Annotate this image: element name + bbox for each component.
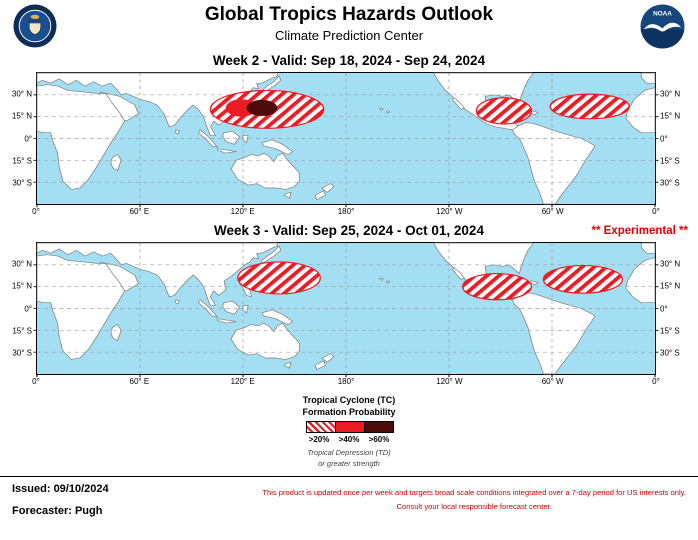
lat-label: 30° N — [660, 89, 681, 99]
hazard-area-p60 — [246, 99, 278, 116]
forecaster-name: Forecaster: Pugh — [12, 505, 103, 518]
hazard-area-p20 — [237, 261, 321, 295]
lat-axis-right-week2: 30° N 15° N 0° 15° S 30° S — [659, 72, 695, 205]
hazard-layer-week3 — [237, 261, 624, 301]
legend-title-line2: Formation Probability — [302, 406, 396, 417]
lat-label: 30° S — [12, 178, 32, 188]
noaa-sea — [640, 29, 685, 49]
world-map-week2 — [33, 72, 659, 208]
disclaimer-line1: This product is updated once per week an… — [262, 488, 686, 498]
legend-swatch-gt60 — [363, 421, 394, 434]
page-subtitle: Climate Prediction Center — [274, 28, 424, 43]
lat-label: 0° — [660, 304, 668, 313]
seal-shield-chief — [29, 20, 41, 24]
legend: Tropical Cyclone (TC) Formation Probabil… — [0, 395, 698, 469]
lat-label: 15° S — [660, 156, 680, 166]
lon-axis-week2: 0° 60° E 120° E 180° 120° W 60° W 0° — [0, 205, 698, 220]
lon-label: 60° E — [129, 377, 150, 386]
lon-label: 120° W — [436, 207, 463, 216]
page-title: Global Tropics Hazards Outlook — [204, 4, 494, 25]
map-frame-week3 — [33, 242, 659, 378]
legend-label-gt20: >20% — [308, 435, 330, 445]
seal-eagle-icon — [30, 14, 40, 20]
lat-label: 15° N — [660, 111, 681, 121]
lon-axis-week3: 0° 60° E 120° E 180° 120° W 60° W 0° — [0, 375, 698, 390]
commerce-seal — [13, 4, 57, 48]
noaa-logo: NOAA — [640, 4, 685, 49]
lat-label: 15° N — [11, 111, 32, 121]
week3-heading-row: Week 3 - Valid: Sep 25, 2024 - Oct 01, 2… — [0, 223, 698, 242]
title-block: Global Tropics Hazards Outlook Climate P… — [0, 4, 698, 43]
lat-label: 30° N — [11, 89, 32, 99]
week2-map-block: 30° N 15° N 0° 15° S 30° S 30° N 15° N 0… — [0, 72, 698, 208]
legend-label-gt40: >40% — [338, 435, 360, 445]
world-map-week3 — [33, 242, 659, 378]
hazard-area-p20 — [462, 272, 533, 301]
week2-heading-row: Week 2 - Valid: Sep 18, 2024 - Sep 24, 2… — [0, 53, 698, 72]
seal-shield-icon — [28, 19, 42, 35]
lat-label: 15° N — [11, 281, 32, 291]
footer-left: Issued: 09/10/2024 Forecaster: Pugh — [12, 483, 109, 517]
hazard-layer-week2 — [209, 89, 630, 129]
legend-title-line1: Tropical Cyclone (TC) — [302, 395, 396, 405]
lon-label: 0° — [32, 377, 40, 386]
lat-label: 0° — [24, 134, 32, 143]
lat-label: 15° S — [12, 156, 32, 166]
map-frame-week2 — [33, 72, 659, 208]
week3-heading: Week 3 - Valid: Sep 25, 2024 - Oct 01, 2… — [214, 223, 484, 238]
hazard-area-p20 — [549, 93, 630, 120]
legend-note-line2: or greater strength — [318, 458, 380, 468]
lat-axis-left-week2: 30° N 15° N 0° 15° S 30° S — [3, 72, 33, 205]
lat-label: 30° N — [11, 259, 32, 269]
legend-note: Tropical Depression (TD) or greater stre… — [0, 448, 698, 469]
legend-swatch-gt40 — [334, 421, 365, 434]
lat-label: 30° S — [12, 348, 32, 358]
week3-map-block: 30° N 15° N 0° 15° S 30° S 30° N 15° N 0… — [0, 242, 698, 378]
lon-label: 60° W — [541, 377, 564, 386]
hazard-area-p20 — [475, 97, 533, 125]
legend-swatch-gt20 — [305, 421, 336, 434]
noaa-gull-icon — [643, 22, 682, 32]
lon-label: 0° — [652, 377, 660, 386]
hazard-area-p20 — [542, 264, 624, 294]
lon-label: 180° — [337, 207, 355, 216]
legend-note-line1: Tropical Depression (TD) — [307, 448, 391, 458]
lon-label: 180° — [337, 377, 355, 386]
lon-label: 60° E — [129, 207, 150, 216]
disclaimer: This product is updated once per week an… — [262, 486, 686, 513]
disclaimer-line2: Consult your local responsible forecast … — [396, 502, 552, 512]
lon-label: 60° W — [541, 207, 564, 216]
header: Global Tropics Hazards Outlook Climate P… — [0, 0, 698, 50]
legend-label-gt60: >60% — [368, 435, 390, 445]
issued-date: Issued: 09/10/2024 — [12, 483, 109, 496]
lat-label: 30° S — [660, 348, 680, 358]
lat-label: 0° — [24, 304, 32, 313]
footer: Issued: 09/10/2024 Forecaster: Pugh This… — [0, 476, 698, 517]
lat-label: 30° S — [660, 178, 680, 188]
legend-swatch-labels: >20% >40% >60% — [0, 435, 698, 444]
lon-label: 0° — [652, 207, 660, 216]
lon-label: 120° W — [436, 377, 463, 386]
lat-label: 0° — [660, 134, 668, 143]
week2-heading: Week 2 - Valid: Sep 18, 2024 - Sep 24, 2… — [212, 53, 486, 68]
lat-label: 15° N — [660, 281, 681, 291]
lat-label: 30° N — [660, 259, 681, 269]
experimental-label: ** Experimental ** — [591, 225, 688, 237]
legend-swatches — [0, 421, 698, 434]
lat-label: 15° S — [660, 326, 680, 336]
noaa-logo-text: NOAA — [653, 11, 672, 18]
lat-axis-right-week3: 30° N 15° N 0° 15° S 30° S — [659, 242, 695, 375]
lon-label: 120° E — [230, 207, 255, 216]
lon-label: 120° E — [230, 377, 255, 386]
lon-label: 0° — [32, 207, 40, 216]
lat-label: 15° S — [12, 326, 32, 336]
lat-axis-left-week3: 30° N 15° N 0° 15° S 30° S — [3, 242, 33, 375]
